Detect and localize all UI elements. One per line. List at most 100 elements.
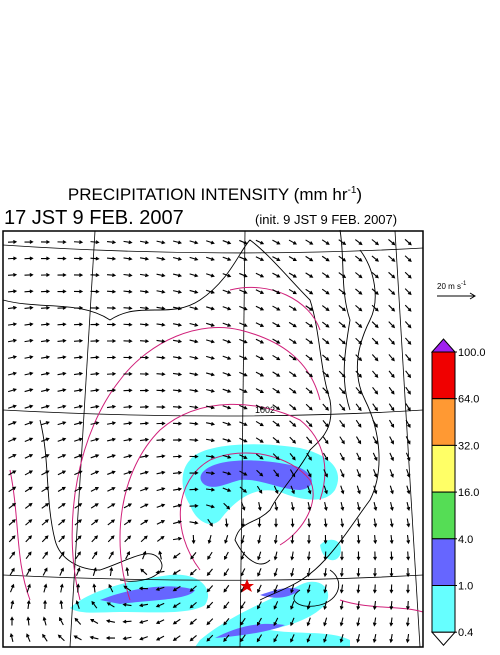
wind-arrow xyxy=(389,584,394,594)
wind-arrow xyxy=(354,239,363,246)
wind-arrow xyxy=(340,485,345,495)
wind-arrow xyxy=(76,567,81,576)
wind-arrow xyxy=(255,437,264,443)
wind-arrow xyxy=(172,487,183,492)
wind-arrow xyxy=(255,256,265,261)
wind-arrow xyxy=(222,273,232,278)
wind-arrow xyxy=(205,372,215,377)
wind-arrow xyxy=(123,306,133,311)
wind-arrow xyxy=(257,568,262,577)
wind-arrow xyxy=(25,519,33,526)
wind-arrow xyxy=(172,569,181,575)
wind-arrow xyxy=(371,321,379,329)
wind-arrow xyxy=(290,518,295,528)
wind-arrow xyxy=(76,583,81,593)
wind-arrow xyxy=(340,551,344,561)
wind-arrow xyxy=(338,354,346,362)
wind-arrow xyxy=(140,487,149,492)
wind-arrow xyxy=(339,567,344,578)
wind-arrow xyxy=(223,601,230,610)
wind-arrow xyxy=(26,633,31,642)
wind-arrow xyxy=(139,372,150,376)
wind-arrow xyxy=(289,404,297,411)
wind-arrow xyxy=(7,305,18,310)
wind-arrow xyxy=(57,371,67,376)
wind-arrow xyxy=(288,305,297,311)
wind-arrow xyxy=(390,501,394,512)
wind-arrow xyxy=(139,322,150,327)
wind-arrow xyxy=(288,371,297,378)
wind-arrow xyxy=(255,355,265,360)
wind-arrow xyxy=(289,420,297,427)
wind-arrow xyxy=(272,272,281,278)
wind-arrow xyxy=(43,599,47,610)
wind-arrow xyxy=(24,437,34,443)
wind-arrow xyxy=(405,354,412,362)
wind-arrow xyxy=(239,272,248,278)
wind-arrow xyxy=(139,306,150,311)
wind-arrow xyxy=(189,634,197,642)
wind-arrow xyxy=(406,534,411,545)
wind-arrow xyxy=(255,453,264,460)
wind-arrow xyxy=(272,453,280,461)
wind-arrow xyxy=(323,518,328,528)
wind-arrow xyxy=(41,502,50,509)
wind-arrow xyxy=(272,387,281,394)
wind-arrow xyxy=(388,403,395,412)
wind-arrow xyxy=(73,338,84,343)
wind-arrow xyxy=(389,518,394,528)
wind-arrow xyxy=(388,304,396,312)
wind-arrow xyxy=(405,600,410,611)
wind-arrow xyxy=(58,551,65,560)
wind-arrow xyxy=(339,600,344,611)
wind-arrow xyxy=(372,419,378,428)
wind-arrow xyxy=(273,617,279,627)
wind-arrow xyxy=(373,551,377,561)
wind-arrow xyxy=(305,371,313,378)
wind-arrow xyxy=(321,255,330,262)
wind-arrow xyxy=(172,421,183,426)
wind-arrow xyxy=(172,388,183,393)
wind-arrow xyxy=(222,372,232,377)
wind-arrow xyxy=(57,289,67,294)
wind-arrow xyxy=(189,355,199,360)
wind-arrow xyxy=(41,535,49,543)
wind-arrow xyxy=(139,405,150,409)
wind-arrow xyxy=(40,256,51,261)
wind-arrow xyxy=(224,551,229,561)
wind-arrow xyxy=(338,255,347,262)
wind-arrow xyxy=(123,339,133,343)
wind-arrow xyxy=(205,421,216,426)
wind-arrow xyxy=(57,322,67,327)
wind-arrow xyxy=(255,404,264,410)
wind-arrow xyxy=(222,355,232,360)
wind-arrow xyxy=(272,305,281,311)
wind-arrow xyxy=(172,289,183,294)
wind-arrow xyxy=(356,469,361,478)
wind-field xyxy=(7,238,412,644)
wind-arrow xyxy=(339,436,345,445)
wind-arrow xyxy=(206,355,215,360)
wind-arrow xyxy=(323,551,328,561)
valid-time: 17 JST 9 FEB. 2007 xyxy=(4,207,184,229)
wind-arrow xyxy=(140,503,149,509)
wind-arrow xyxy=(307,534,311,545)
wind-arrow xyxy=(24,272,34,277)
wind-arrow xyxy=(371,304,379,312)
wind-arrow xyxy=(255,289,265,294)
wind-arrow xyxy=(406,501,411,512)
wind-arrow xyxy=(57,273,67,277)
wind-arrow xyxy=(338,239,347,245)
wind-arrow xyxy=(172,240,182,245)
wind-arrow xyxy=(90,487,100,492)
wind-arrow xyxy=(123,437,133,442)
colorbar-label: 16.0 xyxy=(458,487,479,499)
wind-arrow xyxy=(223,568,230,577)
wind-arrow xyxy=(125,550,130,560)
wind-arrow xyxy=(189,388,199,393)
wind-arrow xyxy=(389,436,394,445)
wind-arrow xyxy=(222,438,232,443)
wind-arrow xyxy=(156,454,166,459)
wind-arrow xyxy=(138,586,149,591)
wind-arrow xyxy=(57,338,67,343)
